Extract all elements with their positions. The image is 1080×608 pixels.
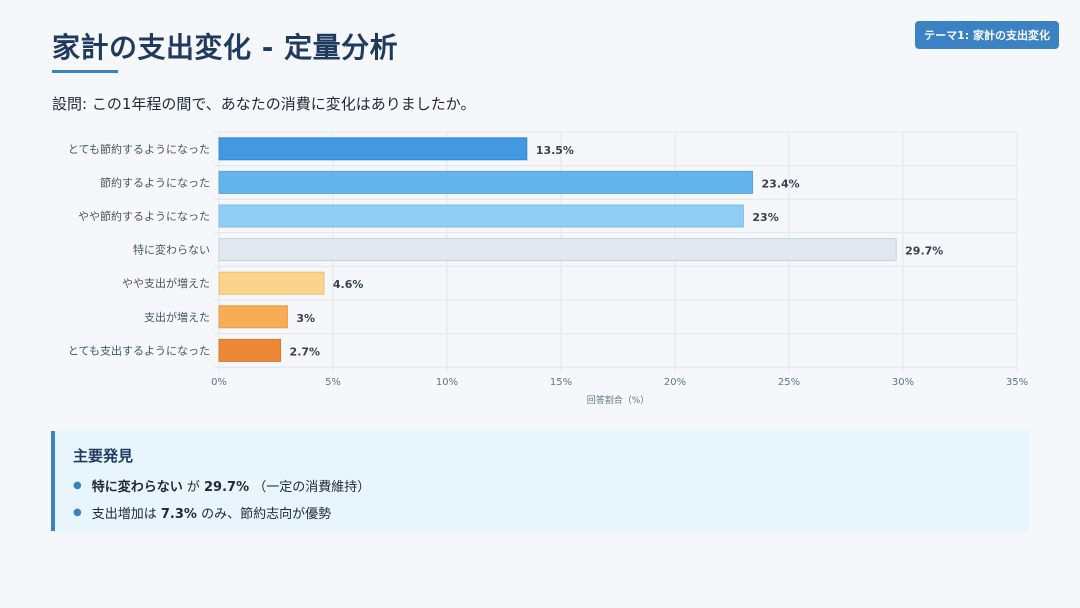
data-label: 23% (752, 211, 778, 224)
bar (218, 238, 897, 262)
page-title: 家計の支出変化 - 定量分析 (52, 31, 399, 64)
finding-text: のみ、節約志向が優勢 (196, 507, 332, 522)
finding-highlight: 29.7% (204, 480, 250, 495)
finding-item: ● 支出増加は 7.3% のみ、節約志向が優勢 (73, 503, 1011, 522)
data-label: 23.4% (762, 177, 800, 190)
x-tick-label: 20% (664, 377, 686, 388)
x-tick-label: 35% (1006, 377, 1028, 388)
bar (218, 271, 325, 295)
finding-item: ● 特に変わらない が 29.7% （一定の消費維持） (73, 476, 1011, 495)
x-axis-label: 回答割合（%） (587, 394, 650, 406)
data-label: 4.6% (333, 278, 364, 291)
finding-text: が (182, 480, 205, 495)
data-label: 13.5% (536, 144, 574, 157)
bar (218, 305, 288, 329)
x-tick-label: 15% (550, 377, 572, 388)
finding-text: 支出増加は (91, 507, 161, 522)
key-findings-box: 主要発見 ● 特に変わらない が 29.7% （一定の消費維持） ● 支出増加は… (51, 431, 1029, 531)
category-label: 節約するようになった (100, 175, 210, 189)
data-label: 2.7% (290, 345, 321, 358)
x-tick-label: 0% (211, 377, 227, 388)
data-label: 29.7% (905, 245, 943, 258)
x-tick-label: 30% (892, 377, 914, 388)
question-text: 設問: この1年程の間で、あなたの消費に変化はありましたか。 (52, 95, 476, 113)
bar-chart: 0% 5% 10% 15% 20% 25% 30% 35% 回答割合（%） とても節約するようにな… (68, 131, 1028, 406)
theme-badge: テーマ1: 家計の支出変化 (915, 21, 1059, 49)
bullet-icon: ● (73, 480, 82, 491)
finding-bold-text: 特に変わらない (91, 480, 183, 495)
bar (218, 338, 282, 362)
bar (218, 137, 528, 161)
finding-text: （一定の消費維持） (249, 480, 371, 495)
x-tick-label: 10% (436, 377, 458, 388)
x-tick-label: 25% (778, 377, 800, 388)
category-label: やや支出が増えた (122, 276, 210, 290)
finding-highlight: 7.3% (160, 507, 197, 522)
category-label: とても支出するようになった (68, 343, 210, 357)
category-label: とても節約するようになった (68, 142, 210, 156)
title-underline (52, 70, 118, 73)
x-tick-label: 5% (325, 377, 341, 388)
bar (218, 170, 754, 194)
bullet-icon: ● (73, 507, 82, 518)
category-label: 特に変わらない (133, 243, 210, 257)
bar (218, 204, 744, 228)
category-label: やや節約するようになった (78, 209, 210, 223)
findings-title: 主要発見 (73, 447, 134, 465)
data-label: 3% (296, 312, 315, 325)
category-label: 支出が増えた (144, 310, 210, 324)
